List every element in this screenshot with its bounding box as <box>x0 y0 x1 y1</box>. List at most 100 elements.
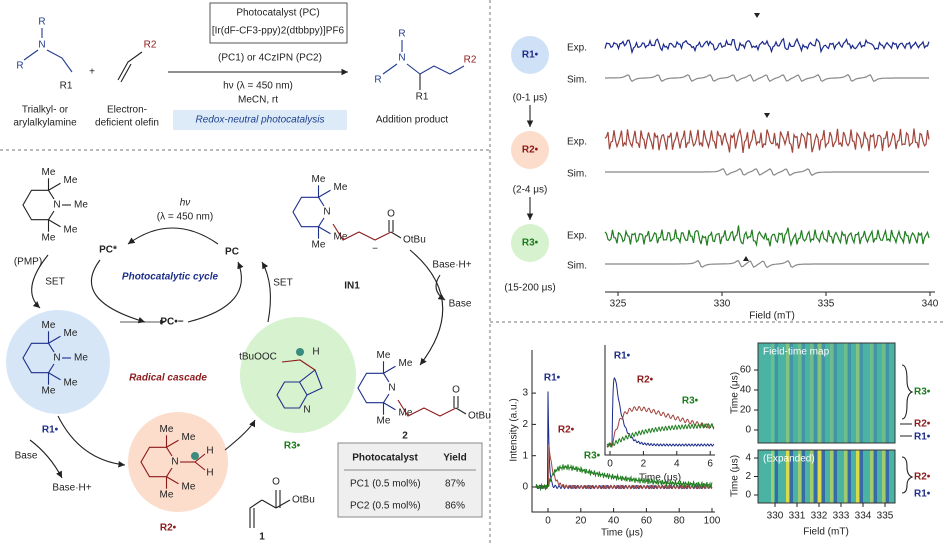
atom: Me <box>377 350 391 361</box>
stripe <box>830 343 833 443</box>
atom: N <box>323 207 330 218</box>
atom: Me <box>42 320 56 331</box>
y-tick-label: 2 <box>522 419 528 430</box>
stripe <box>860 450 863 503</box>
pc-reduced: PC•− <box>160 317 183 328</box>
stripe <box>818 450 821 503</box>
stripe <box>860 343 863 443</box>
time-window: (2-4 μs) <box>513 185 548 196</box>
y-tick-label: 1 <box>522 450 528 461</box>
stripe <box>882 343 885 443</box>
atom: Me <box>42 167 56 178</box>
reaction-scheme: R N R R1 Trialkyl- or arylalkylamine + R… <box>13 2 477 130</box>
atom: N <box>53 353 60 364</box>
bond <box>166 467 173 478</box>
x-tick-label: 6 <box>707 459 713 470</box>
stripe <box>810 343 813 443</box>
catalyst: (PC1) or 4CzIPN (PC2) <box>218 53 322 64</box>
stripe <box>798 450 801 503</box>
cascade-label: Radical cascade <box>129 373 207 384</box>
trace <box>535 464 713 492</box>
stripe <box>870 450 873 503</box>
y-tick-label: 0 <box>745 490 751 501</box>
species-label: R1• <box>42 425 59 436</box>
reagent: Base·H+ <box>432 260 471 271</box>
bond <box>276 381 308 409</box>
atom: Me <box>42 232 56 243</box>
stripe <box>844 450 847 503</box>
stripe <box>844 343 847 443</box>
spectrum <box>605 168 929 177</box>
y-tick-label: 40 <box>740 385 752 396</box>
atom: Me <box>160 489 174 500</box>
stripe <box>790 450 793 503</box>
bond <box>383 393 390 404</box>
stripe <box>818 343 821 443</box>
atom: H <box>206 446 213 457</box>
bond <box>194 461 206 471</box>
x-axis-label: Field (mT) <box>803 527 849 538</box>
stripe <box>771 343 774 443</box>
atom: N <box>388 383 395 394</box>
species-label: R3• <box>284 441 301 452</box>
x-tick-label: 330 <box>714 299 731 310</box>
atom: R1 <box>416 92 429 103</box>
atom: R <box>374 75 381 86</box>
bond <box>48 182 61 191</box>
cycle-label: Photocatalytic cycle <box>122 272 219 283</box>
stripe <box>856 450 859 503</box>
atom: R1 <box>60 81 73 92</box>
stripe <box>886 343 889 443</box>
light: hν <box>180 198 191 209</box>
x-tick-label: 331 <box>789 511 806 522</box>
y-tick-label: 2 <box>745 471 751 482</box>
bond <box>166 439 179 448</box>
radical <box>296 348 304 356</box>
bond <box>22 189 49 221</box>
stripe <box>786 343 789 443</box>
atom: OtBu <box>292 495 315 506</box>
y-tick-label: 20 <box>740 405 752 416</box>
atom: Me <box>64 224 78 235</box>
atom: Me <box>377 415 391 426</box>
trace-label: Exp. <box>567 231 587 242</box>
stripe <box>802 450 805 503</box>
trace <box>535 444 713 490</box>
series-label: R1• <box>914 489 931 500</box>
bond <box>383 372 390 383</box>
caption: Electron- <box>107 105 147 116</box>
x-axis-label: Time (μs) <box>601 528 643 539</box>
bond <box>383 402 396 411</box>
bond <box>48 335 61 344</box>
x-tick-label: 4 <box>674 459 680 470</box>
stripe <box>834 450 837 503</box>
y-axis-label: Time (μs) <box>730 372 741 414</box>
stripe <box>790 343 793 443</box>
stripe <box>775 343 778 443</box>
bond <box>357 372 384 404</box>
y-tick-label: 4 <box>745 453 751 464</box>
pc: PC <box>225 247 239 258</box>
stripe <box>830 450 833 503</box>
bond <box>318 217 325 228</box>
x-tick-label: 334 <box>855 511 872 522</box>
conditions: MeCN, rt <box>238 95 278 106</box>
panel-title: (Expanded) <box>763 454 815 465</box>
time-window: (0-1 μs) <box>513 93 548 104</box>
atom: O <box>452 385 460 396</box>
stripe <box>834 343 837 443</box>
series-label: R2• <box>637 375 654 386</box>
atom: Me <box>182 481 196 492</box>
stripe <box>856 343 859 443</box>
atom: Me <box>312 174 326 185</box>
atom: N <box>303 405 310 416</box>
series-label: R2• <box>914 419 931 430</box>
light: (λ = 450 nm) <box>157 212 213 223</box>
series-label: R3• <box>914 387 931 398</box>
atom: Me <box>74 200 88 211</box>
bond <box>292 196 319 228</box>
species-label: R2• <box>522 145 539 156</box>
x-tick-label: 335 <box>877 511 894 522</box>
reagent: Base·H+ <box>52 483 91 494</box>
stripe <box>874 343 877 443</box>
